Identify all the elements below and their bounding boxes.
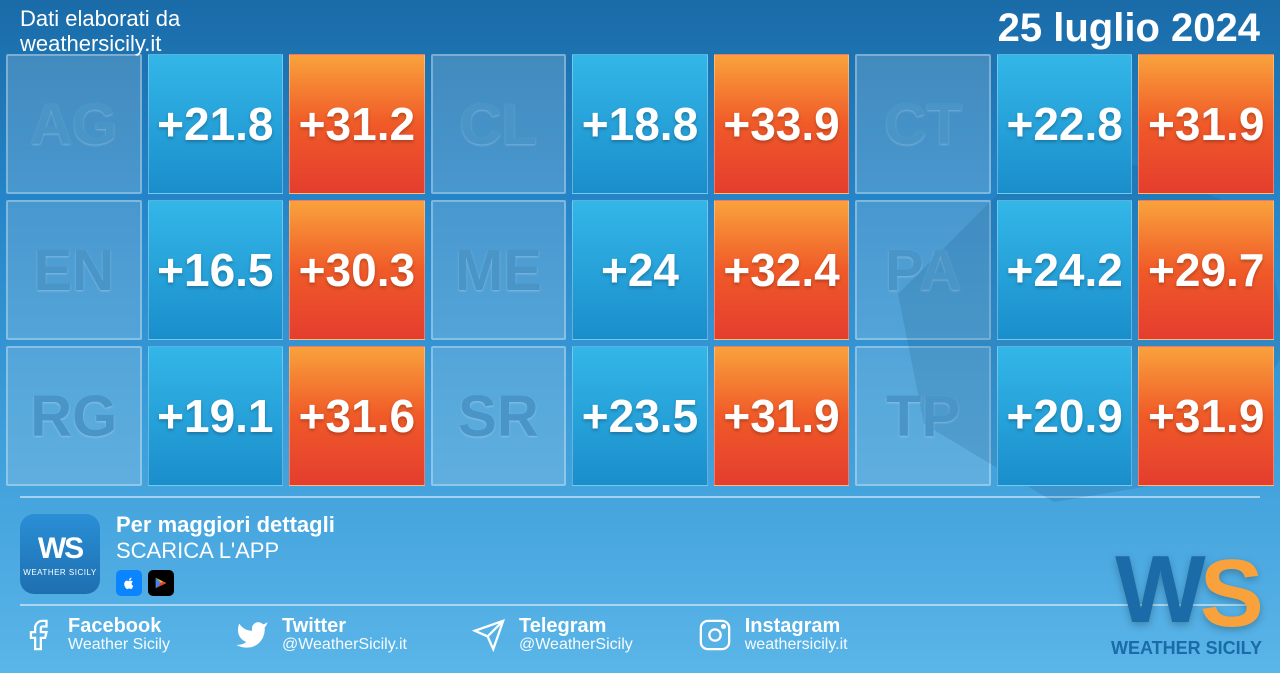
twitter-icon	[234, 617, 270, 653]
province-code: AG	[6, 54, 142, 194]
logo-w: W	[1115, 536, 1200, 643]
facebook-icon	[20, 617, 56, 653]
temp-min-value: +21.8	[157, 97, 273, 151]
temp-max: +32.4	[714, 200, 850, 340]
temp-max-value: +31.6	[299, 389, 415, 443]
app-promo-text: Per maggiori dettagli SCARICA L'APP	[116, 512, 335, 596]
temp-max: +30.3	[289, 200, 425, 340]
temp-min: +21.8	[148, 54, 284, 194]
social-handle: weathersicily.it	[745, 636, 848, 654]
app-icon-text: WS	[38, 532, 82, 566]
brand-logo-corner: WS WEATHER SICILY	[1111, 554, 1262, 659]
temp-max-value: +29.7	[1148, 243, 1264, 297]
temperature-grid: AG +21.8 +31.2 CL +18.8 +33.9 CT +22.8 +31.9 EN +1…	[0, 54, 1280, 486]
temp-min-value: +19.1	[157, 389, 273, 443]
temp-max-value: +32.4	[723, 243, 839, 297]
temp-min: +22.8	[997, 54, 1133, 194]
socials-row: FacebookWeather SicilyTwitter@WeatherSic…	[20, 604, 1260, 654]
province-code: CT	[855, 54, 991, 194]
temp-min: +18.8	[572, 54, 708, 194]
temp-min: +19.1	[148, 346, 284, 486]
province-code: SR	[431, 346, 567, 486]
logo-s: S	[1200, 540, 1258, 647]
temp-max-value: +30.3	[299, 243, 415, 297]
temp-min: +20.9	[997, 346, 1133, 486]
temp-max: +31.2	[289, 54, 425, 194]
province-code: CL	[431, 54, 567, 194]
source-line-2: weathersicily.it	[20, 31, 180, 56]
app-icon-sub: WEATHER SICILY	[23, 568, 96, 577]
temp-min-value: +23.5	[582, 389, 698, 443]
temp-max: +31.9	[714, 346, 850, 486]
social-telegram[interactable]: Telegram@WeatherSicily	[471, 616, 633, 654]
appstore-icon[interactable]	[116, 570, 142, 596]
temp-min-value: +18.8	[582, 97, 698, 151]
temp-min: +23.5	[572, 346, 708, 486]
app-promo-line-1: Per maggiori dettagli	[116, 512, 335, 538]
temp-min: +16.5	[148, 200, 284, 340]
social-facebook[interactable]: FacebookWeather Sicily	[20, 616, 170, 654]
social-name: Instagram	[745, 616, 848, 636]
social-name: Telegram	[519, 616, 633, 636]
temp-min-value: +24	[601, 243, 679, 297]
temp-max: +29.7	[1138, 200, 1274, 340]
app-promo-line-2: SCARICA L'APP	[116, 538, 335, 564]
temp-max-value: +33.9	[723, 97, 839, 151]
temp-min-value: +20.9	[1006, 389, 1122, 443]
social-handle: @WeatherSicily.it	[282, 636, 407, 654]
temp-max-value: +31.2	[299, 97, 415, 151]
province-code: TP	[855, 346, 991, 486]
province-code: PA	[855, 200, 991, 340]
instagram-icon	[697, 617, 733, 653]
province-code: ME	[431, 200, 567, 340]
footer: WS WEATHER SICILY Per maggiori dettagli …	[0, 486, 1280, 654]
temp-min-value: +22.8	[1006, 97, 1122, 151]
temp-max-value: +31.9	[723, 389, 839, 443]
playstore-icon[interactable]	[148, 570, 174, 596]
temp-max: +31.9	[1138, 54, 1274, 194]
temp-max: +31.9	[1138, 346, 1274, 486]
temp-min-value: +16.5	[157, 243, 273, 297]
temp-max-value: +31.9	[1148, 97, 1264, 151]
temp-max-value: +31.9	[1148, 389, 1264, 443]
social-twitter[interactable]: Twitter@WeatherSicily.it	[234, 616, 407, 654]
social-instagram[interactable]: Instagramweathersicily.it	[697, 616, 848, 654]
telegram-icon	[471, 617, 507, 653]
temp-max: +33.9	[714, 54, 850, 194]
province-code: RG	[6, 346, 142, 486]
social-name: Twitter	[282, 616, 407, 636]
app-icon: WS WEATHER SICILY	[20, 514, 100, 594]
source-line-1: Dati elaborati da	[20, 6, 180, 31]
forecast-date: 25 luglio 2024	[998, 6, 1260, 51]
temp-min: +24	[572, 200, 708, 340]
temp-min-value: +24.2	[1006, 243, 1122, 297]
social-handle: @WeatherSicily	[519, 636, 633, 654]
social-name: Facebook	[68, 616, 170, 636]
social-handle: Weather Sicily	[68, 636, 170, 654]
temp-max: +31.6	[289, 346, 425, 486]
province-code: EN	[6, 200, 142, 340]
header: Dati elaborati da weathersicily.it 25 lu…	[0, 0, 1280, 54]
source-attribution: Dati elaborati da weathersicily.it	[20, 6, 180, 57]
app-promo-row: WS WEATHER SICILY Per maggiori dettagli …	[20, 496, 1260, 596]
temp-min: +24.2	[997, 200, 1133, 340]
